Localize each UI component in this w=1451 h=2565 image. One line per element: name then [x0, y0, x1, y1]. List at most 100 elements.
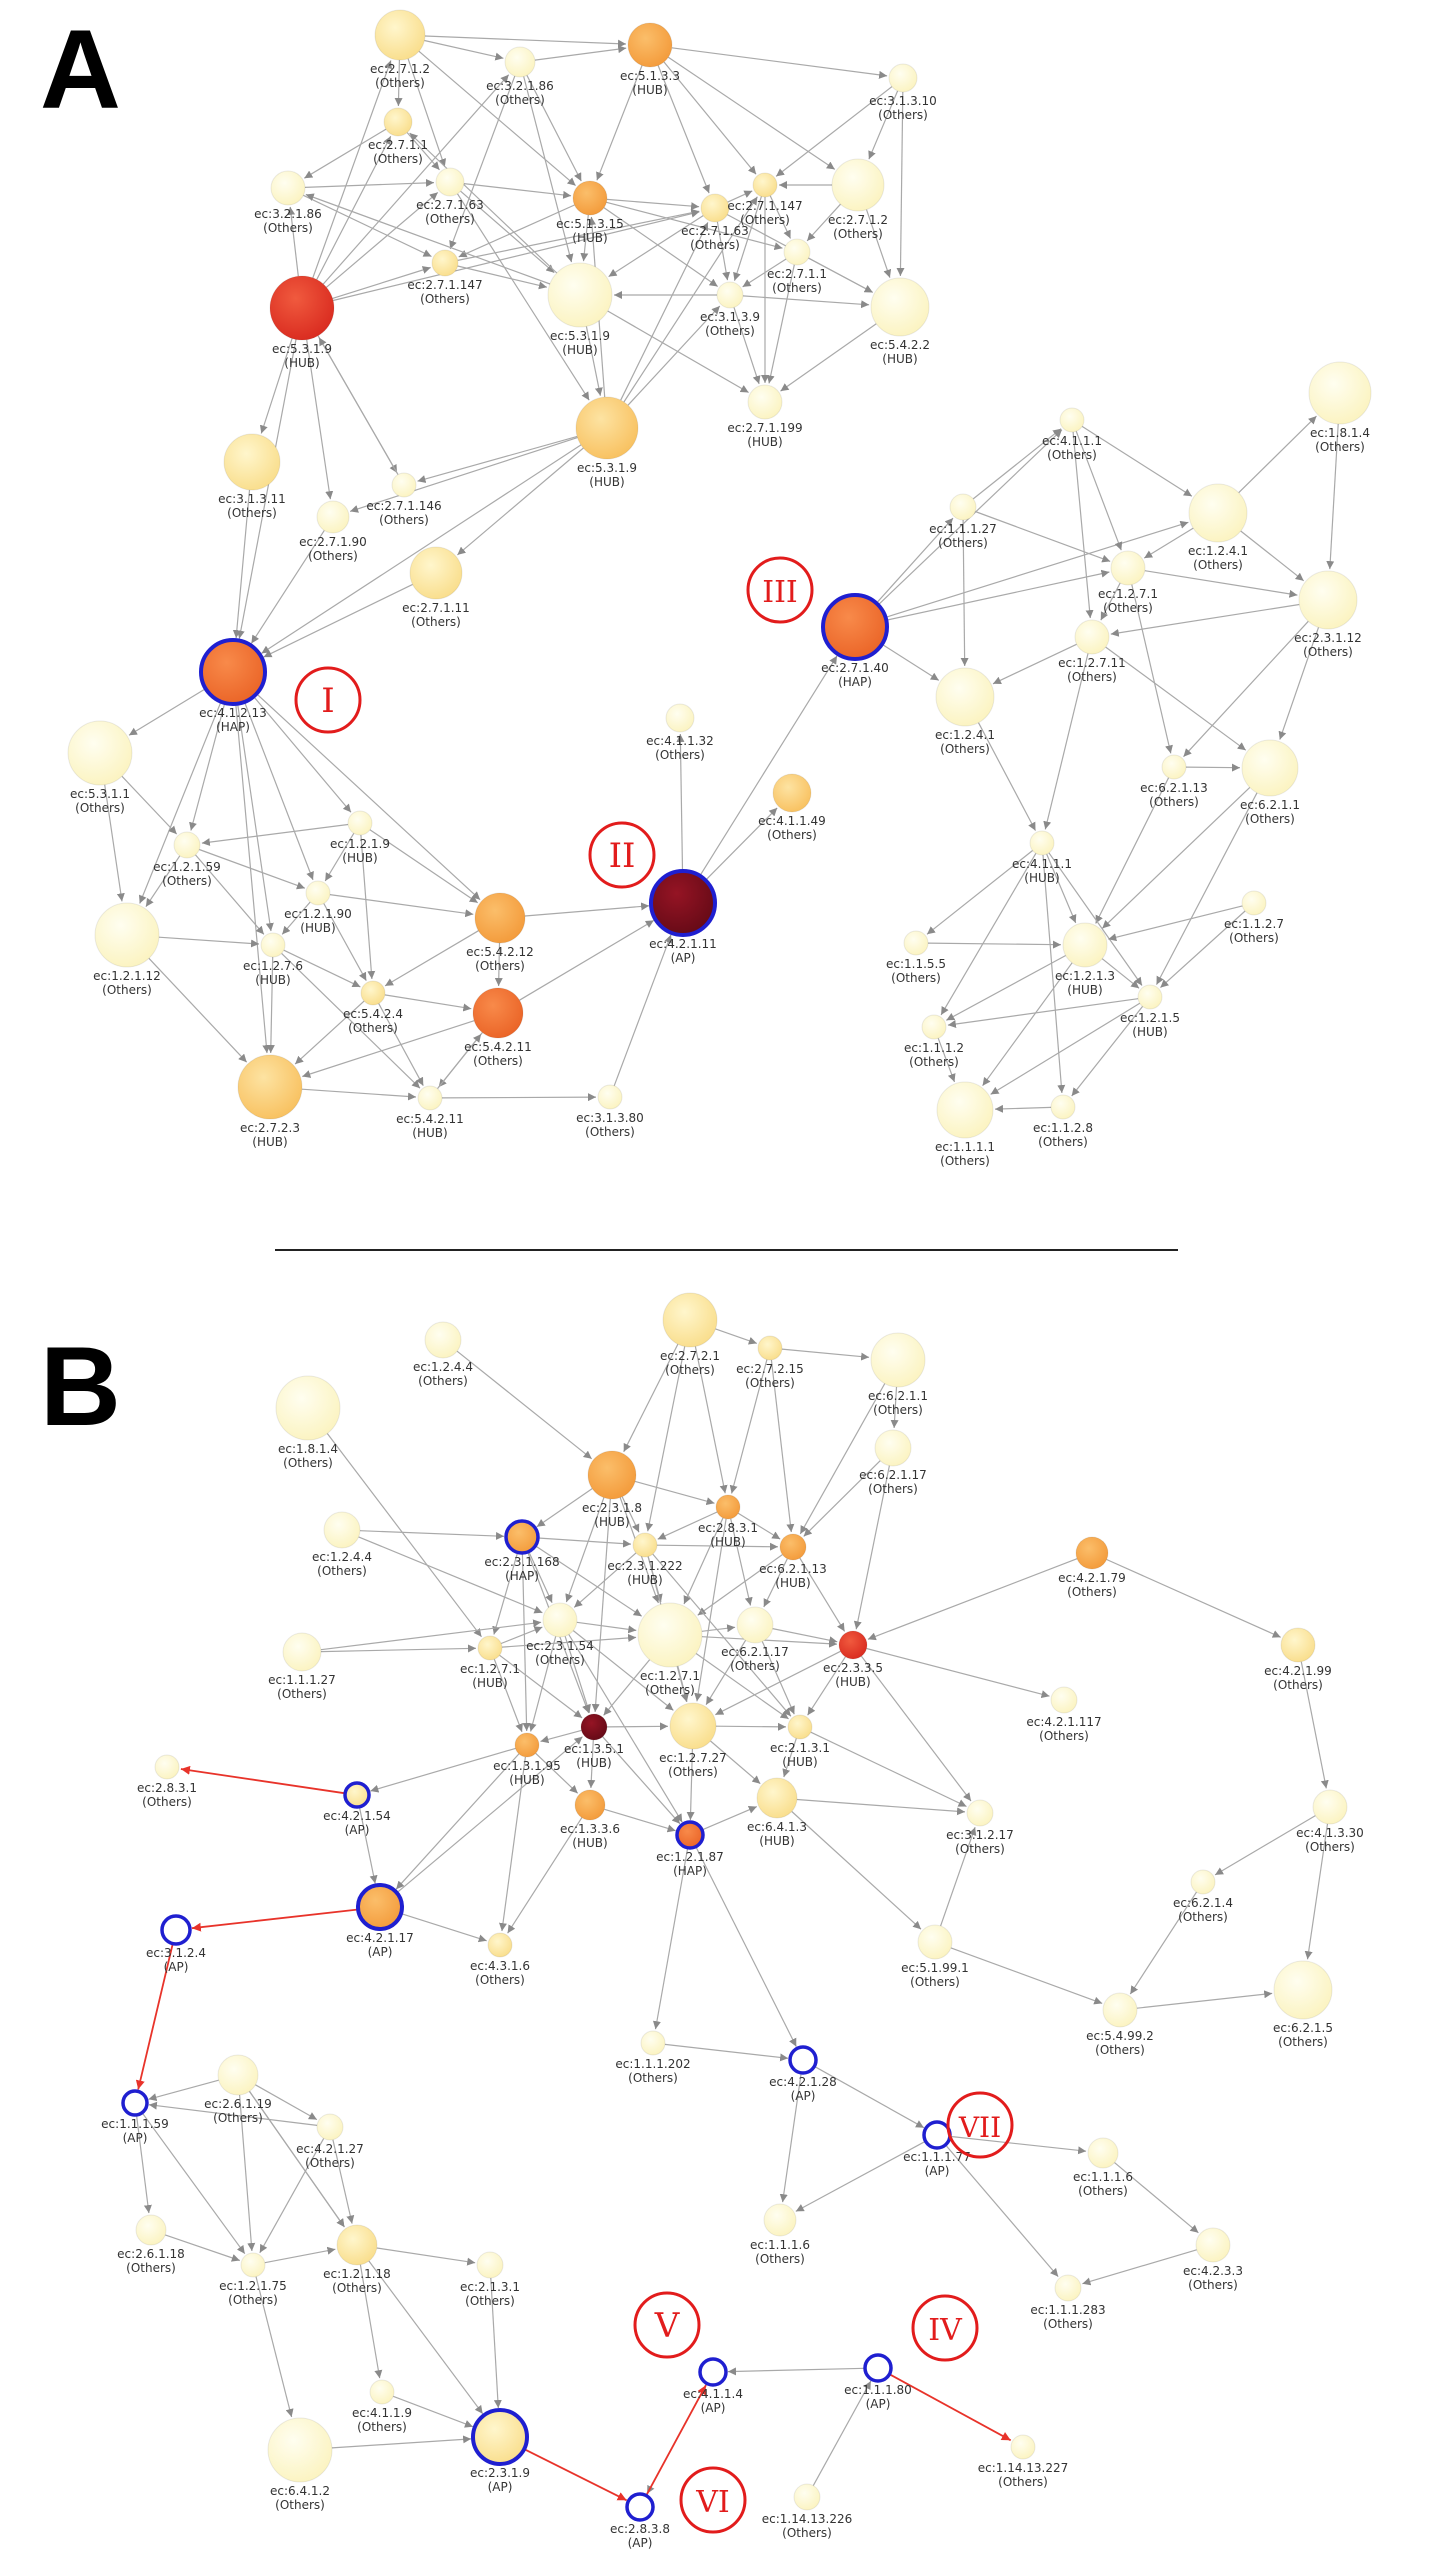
node-circle	[698, 2357, 728, 2387]
node-circle	[135, 2214, 167, 2246]
edge-b36-b38	[1129, 1891, 1198, 1995]
node-circle	[270, 170, 306, 206]
edge-a10-a12	[727, 190, 753, 203]
node-role-label: (Others)	[332, 2281, 382, 2295]
node-role-label: (Others)	[283, 1456, 333, 1470]
node-a48: ec:1.2.4.1(Others)	[935, 667, 995, 756]
edge-b1-b7	[456, 1350, 593, 1460]
edge-a40-a48	[881, 643, 940, 681]
edge-a55-a57	[1071, 1006, 1144, 1097]
node-b49: ec:1.2.1.75(Others)	[219, 2252, 287, 2307]
edge-a15-a20	[259, 338, 293, 434]
edge-b44-b49	[259, 2138, 325, 2254]
edge-a1-a2	[424, 39, 504, 61]
edge-a1-a3	[424, 35, 627, 48]
edge-a9-a10	[457, 208, 700, 261]
edge-a26-a32	[360, 834, 376, 980]
edge-a19-a24	[261, 444, 582, 654]
node-role-label: (Others)	[833, 227, 883, 241]
edge-a17-a18	[780, 323, 877, 392]
node-circle	[1312, 1789, 1348, 1825]
node-ec-label: ec:2.7.1.63	[681, 224, 749, 238]
node-circle	[374, 9, 426, 61]
node-a27: ec:1.2.1.59(Others)	[153, 831, 221, 888]
marker-ii-label: II	[609, 836, 636, 876]
node-a22: ec:2.7.1.90(Others)	[299, 500, 367, 563]
node-role-label: (Others)	[475, 959, 525, 973]
node-a9: ec:2.7.1.147(Others)	[407, 249, 483, 306]
node-a51: ec:4.1.1.1(HUB)	[1012, 830, 1072, 885]
node-b51: ec:2.1.3.1(Others)	[460, 2251, 520, 2308]
edge-b15-b23	[493, 1658, 523, 1733]
edge-a24-a29	[138, 701, 222, 904]
edge-a50-a54	[1101, 786, 1251, 929]
edge-a25-a29	[104, 784, 125, 902]
node-b39: ec:6.2.1.5(Others)	[1273, 1960, 1333, 2049]
edge-a43-a44	[1238, 415, 1317, 494]
node-a19: ec:5.3.1.9(HUB)	[575, 396, 639, 489]
node-ec-label: ec:2.6.1.19	[204, 2097, 272, 2111]
node-role-label: (HUB)	[562, 343, 597, 357]
edge-b16-b29	[568, 1634, 683, 1823]
node-a32: ec:5.4.2.4(Others)	[343, 980, 403, 1035]
node-ec-label: ec:6.4.1.3	[747, 1820, 807, 1834]
edge-a15-a5	[316, 135, 392, 280]
node-role-label: (Others)	[1095, 2043, 1145, 2057]
node-a3: ec:5.1.3.3(HUB)	[620, 22, 680, 97]
node-role-label: (AP)	[368, 1945, 393, 1959]
node-circle	[1190, 1869, 1216, 1895]
node-role-label: (Others)	[1305, 1840, 1355, 1854]
edge-b7-b10	[621, 1496, 640, 1533]
node-a35: ec:5.4.2.11(HUB)	[396, 1085, 464, 1140]
edge-b28-b35	[507, 1817, 583, 1934]
edge-a3-a4	[671, 47, 888, 79]
node-circle	[1029, 830, 1055, 856]
node-a46: ec:2.3.1.12(Others)	[1294, 570, 1362, 659]
node-role-label: (Others)	[142, 1795, 192, 1809]
edge-b60-b55	[812, 2380, 872, 2486]
node-a29: ec:1.2.1.12(Others)	[93, 902, 161, 997]
node-role-label: (Others)	[1188, 2278, 1238, 2292]
node-role-label: (Others)	[772, 281, 822, 295]
node-ec-label: ec:4.1.2.13	[199, 706, 267, 720]
node-role-label: (Others)	[308, 549, 358, 563]
node-a49: ec:6.2.1.13(Others)	[1140, 754, 1208, 809]
edge-b24-b29	[686, 1748, 695, 1821]
node-a38: ec:4.1.1.32(Others)	[646, 703, 714, 762]
node-role-label: (Others)	[275, 2498, 325, 2512]
node-role-label: (HUB)	[1067, 983, 1102, 997]
node-circle	[1050, 1094, 1076, 1120]
node-ec-label: ec:1.1.2.8	[1033, 1121, 1093, 1135]
node-ec-label: ec:2.8.3.1	[698, 1521, 758, 1535]
node-role-label: (Others)	[425, 212, 475, 226]
edge-b56-b58	[392, 2395, 474, 2428]
node-role-label: (Others)	[227, 506, 277, 520]
node-ec-label: ec:5.4.2.11	[396, 1112, 464, 1126]
node-ec-label: ec:3.1.2.4	[146, 1946, 206, 1960]
edge-b43-b49	[141, 2112, 246, 2255]
edge-a41-a45	[974, 510, 1111, 563]
node-circle	[903, 930, 929, 956]
edge-a7-a16	[460, 190, 555, 274]
node-ec-label: ec:4.1.3.30	[1296, 1826, 1364, 1840]
node-a14: ec:3.1.3.9(Others)	[700, 281, 760, 338]
node-circle	[949, 493, 977, 521]
edge-b7-b22	[591, 1498, 611, 1713]
node-ec-label: ec:6.2.1.1	[868, 1389, 928, 1403]
node-circle	[575, 396, 639, 460]
node-circle	[282, 1632, 322, 1672]
edge-a19-a23	[457, 447, 584, 556]
edge-b17-b24	[677, 1665, 689, 1702]
edge-b18-b24	[705, 1639, 747, 1706]
node-circle	[514, 1732, 540, 1758]
edge-b2-b15	[326, 1433, 482, 1638]
node-b19: ec:2.3.3.5(HUB)	[823, 1630, 883, 1689]
node-role-label: (Others)	[1043, 2317, 1093, 2331]
node-ec-label: ec:5.1.3.3	[620, 69, 680, 83]
node-role-label: (Others)	[228, 2293, 278, 2307]
edge-a54-a55	[1101, 958, 1140, 989]
edge-a16-a6	[305, 193, 551, 285]
edge-b16-b24	[572, 1630, 674, 1711]
edge-b4-b11	[770, 1359, 795, 1533]
node-ec-label: ec:2.7.1.199	[727, 421, 802, 435]
